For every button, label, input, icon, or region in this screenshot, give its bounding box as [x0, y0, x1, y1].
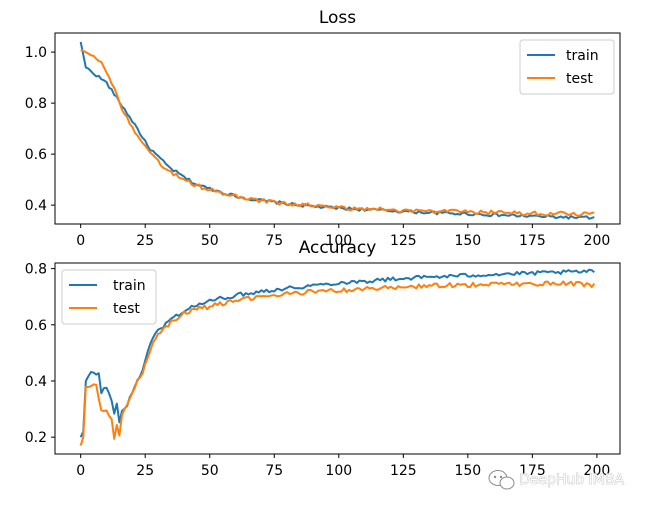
loss-y-tick-label: 0.6: [25, 147, 47, 163]
accuracy-y-tick-label: 0.6: [25, 318, 47, 334]
loss-series: [79, 41, 595, 220]
accuracy-series: [79, 268, 596, 446]
accuracy-chart-title: Accuracy: [299, 238, 377, 258]
accuracy-chart: 0.2 0.4 0.6 0.8 0 25 50 75 100 125 150 175 200 Accu…: [25, 238, 621, 479]
loss-x-tick-label: 25: [136, 233, 154, 249]
loss-plot-frame: [54, 32, 621, 225]
accuracy-y-tick-label: 0.2: [25, 430, 47, 446]
loss-x-tick-label: 100: [325, 233, 352, 249]
loss-legend-box: [519, 39, 615, 95]
loss-y-tick-label: 0.8: [25, 96, 47, 112]
accuracy-x-tick-label: 175: [519, 463, 546, 479]
accuracy-y-tick-label: 0.4: [25, 374, 47, 390]
accuracy-legend-train-label: train: [113, 278, 146, 294]
accuracy-series-test-line: [79, 280, 596, 446]
loss-legend-train-label: train: [566, 48, 599, 64]
loss-x-tick-label: 0: [76, 233, 85, 249]
loss-x-tick-label: 175: [519, 233, 546, 249]
accuracy-x-tick-label: 75: [265, 463, 283, 479]
accuracy-x-tick-label: 200: [584, 463, 611, 479]
loss-x-tick-label: 50: [201, 233, 219, 249]
accuracy-x-tick-label: 125: [390, 463, 417, 479]
accuracy-x-tick-label: 50: [201, 463, 219, 479]
loss-series-test-line: [80, 48, 595, 217]
accuracy-x-ticks: 0 25 50 75 100 125 150 175 200: [76, 454, 610, 479]
accuracy-x-tick-label: 100: [325, 463, 352, 479]
loss-x-tick-label: 150: [454, 233, 481, 249]
watermark-text: DeepHub IMBA: [519, 472, 624, 488]
accuracy-x-tick-label: 25: [136, 463, 154, 479]
accuracy-legend-box: [61, 269, 157, 325]
accuracy-y-ticks: 0.2 0.4 0.6 0.8: [25, 262, 55, 446]
accuracy-y-tick-label: 0.8: [25, 262, 47, 278]
loss-chart: Loss 0.4 0.6 0.8 1.0 0 25 50 75 100 125 150 175 200…: [25, 8, 621, 249]
accuracy-x-tick-label: 0: [76, 463, 85, 479]
loss-y-tick-label: 1.0: [25, 45, 47, 61]
loss-x-tick-label: 125: [390, 233, 417, 249]
loss-x-tick-label: 75: [265, 233, 283, 249]
accuracy-series-train-line: [79, 268, 595, 438]
loss-legend-test-label: test: [566, 71, 593, 87]
wechat-icon: [488, 470, 515, 490]
loss-x-tick-label: 200: [584, 233, 611, 249]
watermark: DeepHub IMBA: [488, 470, 625, 490]
loss-series-train-line: [79, 41, 595, 220]
loss-chart-title: Loss: [319, 8, 356, 28]
loss-x-ticks: 0 25 50 75 100 125 150 175 200: [76, 224, 610, 249]
accuracy-plot-frame: [54, 262, 621, 455]
loss-legend: train test: [519, 39, 615, 95]
accuracy-legend: train test: [61, 269, 157, 325]
loss-y-ticks: 0.4 0.6 0.8 1.0: [25, 45, 55, 214]
loss-y-tick-label: 0.4: [25, 198, 47, 214]
accuracy-x-tick-label: 150: [454, 463, 481, 479]
accuracy-legend-test-label: test: [113, 301, 140, 317]
